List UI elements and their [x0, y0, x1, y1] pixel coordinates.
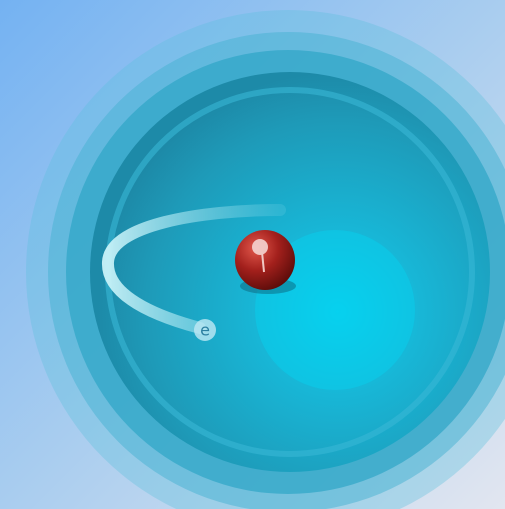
glow — [255, 230, 415, 390]
electron — [194, 319, 216, 341]
proton — [235, 230, 295, 290]
electron-label: e — [200, 321, 210, 340]
proton-mark — [261, 251, 265, 273]
proton-highlight — [252, 239, 268, 255]
electron-orbit — [102, 204, 286, 334]
